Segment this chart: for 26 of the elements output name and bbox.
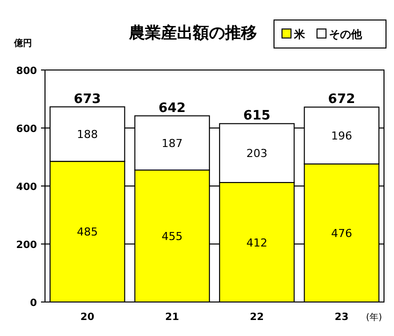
data-label: 412	[246, 236, 268, 250]
ytick: 800	[16, 66, 37, 77]
xlabel: (年)	[366, 313, 382, 323]
total: 673	[74, 92, 101, 107]
ylabel: 億円	[14, 39, 32, 49]
ytick: 0	[30, 298, 37, 309]
legend-label: 米	[294, 28, 305, 41]
data-label: 476	[331, 226, 352, 240]
total: 642	[158, 100, 186, 116]
ytick: 600	[16, 124, 37, 135]
legend-label: その他	[329, 28, 362, 41]
total: 615	[243, 108, 270, 124]
data-label: 485	[76, 226, 98, 239]
data-label: 188	[76, 128, 98, 142]
title: 農業産出額の推移	[129, 23, 257, 42]
data-label: 187	[162, 136, 183, 150]
data-label: 203	[246, 147, 268, 160]
ytick: 200	[16, 240, 37, 251]
xtick: 23	[334, 312, 349, 323]
total: 672	[328, 92, 356, 108]
ytick: 400	[16, 182, 37, 193]
data-label: 455	[162, 230, 183, 244]
xtick: 21	[165, 312, 180, 323]
data-label: 196	[331, 130, 352, 143]
xtick: 22	[250, 312, 264, 323]
xtick: 20	[80, 312, 94, 323]
